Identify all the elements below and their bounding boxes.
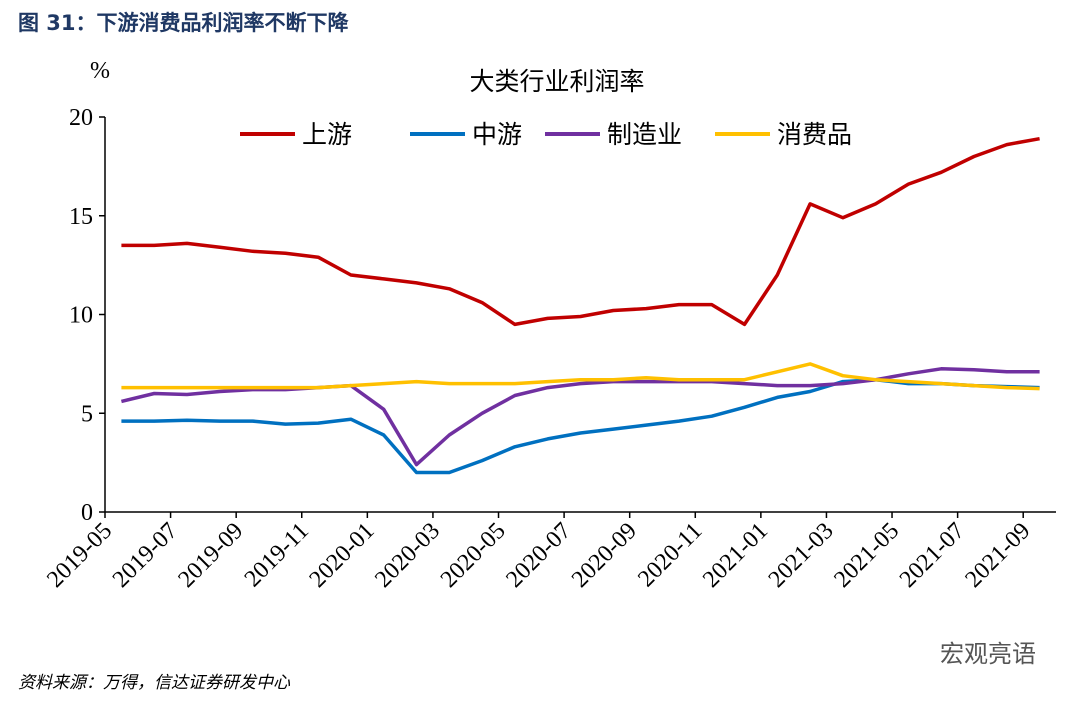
- x-tick-label: 2021-01: [698, 518, 773, 593]
- watermark: 宏观亮语: [940, 640, 1036, 668]
- series-line: [120, 367, 1040, 467]
- legend-label: 上游: [302, 120, 352, 149]
- x-tick-label: 2020-03: [370, 518, 445, 593]
- x-tick-label: 2019-09: [173, 518, 248, 593]
- x-tick-label: 2019-11: [240, 518, 314, 592]
- legend-label: 制造业: [607, 120, 682, 149]
- series-line: [121, 362, 1040, 391]
- y-tick-label: 5: [81, 401, 93, 427]
- series-line: [121, 136, 1040, 327]
- x-tick-label: 2020-05: [436, 518, 511, 593]
- x-tick-label: 2020-01: [305, 518, 380, 593]
- x-tick-label: 2021-09: [960, 518, 1035, 593]
- y-tick-label: 10: [69, 303, 93, 329]
- y-tick-label: 15: [69, 204, 93, 230]
- chart-title: 大类行业利润率: [469, 67, 644, 96]
- x-tick-label: 2021-05: [829, 518, 904, 593]
- y-tick-label: 20: [69, 105, 93, 131]
- figure-caption: 图 31：下游消费品利润率不断下降: [18, 11, 350, 35]
- x-tick-label: 2021-03: [764, 518, 839, 593]
- legend-label: 消费品: [777, 120, 852, 149]
- series-line: [121, 377, 1040, 475]
- x-tick-label: 2020-09: [567, 518, 642, 593]
- y-axis-label: %: [90, 58, 110, 84]
- x-tick-label: 2019-07: [108, 518, 183, 593]
- x-tick-label: 2020-07: [501, 518, 576, 593]
- source-note: 资料来源：万得，信达证券研发中心: [18, 673, 291, 693]
- x-tick-label: 2021-07: [895, 518, 970, 593]
- x-tick-label: 2019-05: [42, 518, 117, 593]
- y-tick-label: 0: [81, 500, 93, 526]
- x-tick-label: 2020-11: [633, 518, 707, 592]
- legend-label: 中游: [472, 120, 522, 149]
